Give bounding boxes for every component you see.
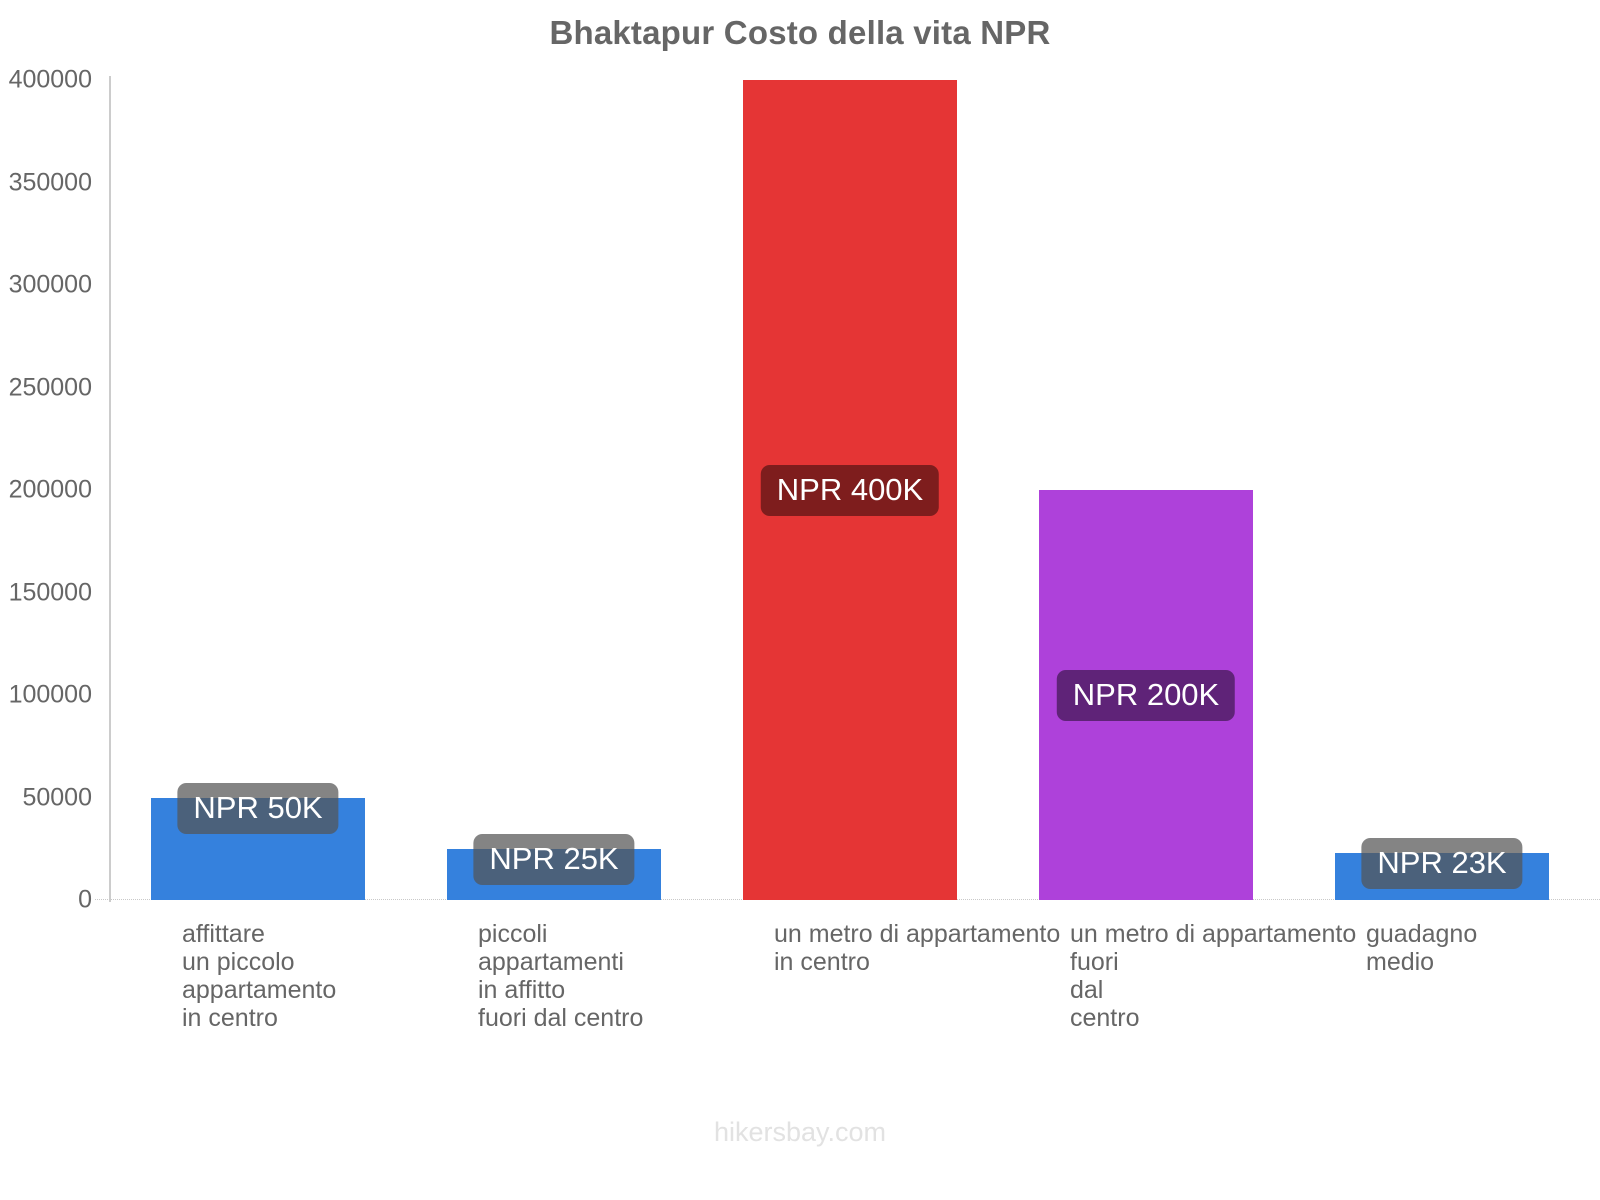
bar-value-label: NPR 50K	[177, 782, 339, 834]
y-tick-label: 250000	[8, 373, 92, 401]
y-tick-label: 200000	[8, 475, 92, 504]
bar-value-label: NPR 23K	[1361, 837, 1523, 889]
y-tick-label: 0	[78, 885, 92, 914]
y-tick-label: 100000	[8, 680, 92, 709]
bar-group: NPR 50K	[110, 80, 406, 900]
bar-group: NPR 400K	[702, 80, 998, 900]
bar-group: NPR 200K	[998, 80, 1294, 900]
bar[interactable]	[743, 80, 957, 900]
bar-value-label: NPR 25K	[473, 833, 635, 885]
x-tick-label: un metro di appartamento fuori dal centr…	[1070, 920, 1357, 1032]
y-tick-label: 50000	[22, 783, 92, 811]
x-tick-label: affittare un piccolo appartamento in cen…	[182, 920, 337, 1032]
x-tick-label: piccoli appartamenti in affitto fuori da…	[478, 920, 644, 1032]
bar-group: NPR 23K	[1294, 80, 1590, 900]
bar-value-label: NPR 400K	[760, 465, 940, 516]
bar[interactable]	[1039, 490, 1253, 900]
watermark: hikersbay.com	[713, 1117, 887, 1147]
y-axis-line	[109, 76, 111, 902]
y-tick-label: 300000	[8, 270, 92, 299]
bar-group: NPR 25K	[406, 80, 702, 900]
y-tick-label: 150000	[8, 578, 92, 606]
plot-area: NPR 50K NPR 25K NPR 400K NPR 200K NPR 23K	[110, 80, 1592, 900]
y-tick-label: 400000	[8, 65, 92, 94]
y-tick-label: 350000	[8, 168, 92, 196]
chart-title: Bhaktapur Costo della vita NPR	[549, 14, 1051, 51]
x-tick-label: un metro di appartamento in centro	[774, 920, 1061, 976]
bar-value-label: NPR 200K	[1056, 670, 1236, 721]
x-tick-label: guadagno medio	[1366, 920, 1478, 976]
